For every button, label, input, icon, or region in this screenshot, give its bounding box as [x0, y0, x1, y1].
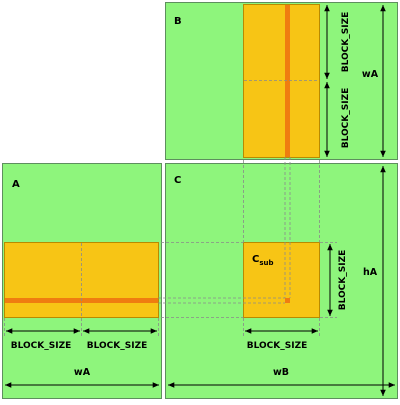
a-wa-label: wA [74, 367, 91, 378]
matrix-a: A [2, 163, 162, 399]
csub-element [285, 298, 290, 303]
c-wb-label: wB [273, 367, 289, 378]
dimension-labels: BLOCK_SIZE BLOCK_SIZE wA hA BLOCK_SIZE B… [11, 12, 379, 378]
b-wa-label: wA [362, 69, 379, 80]
matrix-b-column-block [243, 4, 320, 158]
c-ha-label: hA [363, 267, 378, 278]
csub-label-main: C [252, 254, 259, 265]
matrix-c: C Csub [165, 163, 398, 399]
a-block-size-label-2: BLOCK_SIZE [87, 341, 148, 351]
matrix-b: B [165, 2, 398, 160]
matrix-c-label: C [174, 175, 181, 186]
a-block-size-label-1: BLOCK_SIZE [11, 341, 72, 351]
guide-lines [4, 80, 337, 336]
csub-block [243, 242, 320, 318]
csub-label: Csub [252, 254, 274, 267]
matrix-b-label: B [174, 16, 182, 27]
matrix-b-column-strip [285, 5, 290, 157]
matrix-a-label: A [12, 179, 20, 190]
dimension-arrows [5, 5, 395, 396]
c-block-size-h-label: BLOCK_SIZE [247, 341, 308, 351]
b-block-size-label-1: BLOCK_SIZE [341, 12, 351, 73]
b-block-size-label-2: BLOCK_SIZE [341, 88, 351, 149]
c-block-size-v-label: BLOCK_SIZE [338, 250, 348, 311]
csub-label-subscript: sub [259, 259, 273, 267]
